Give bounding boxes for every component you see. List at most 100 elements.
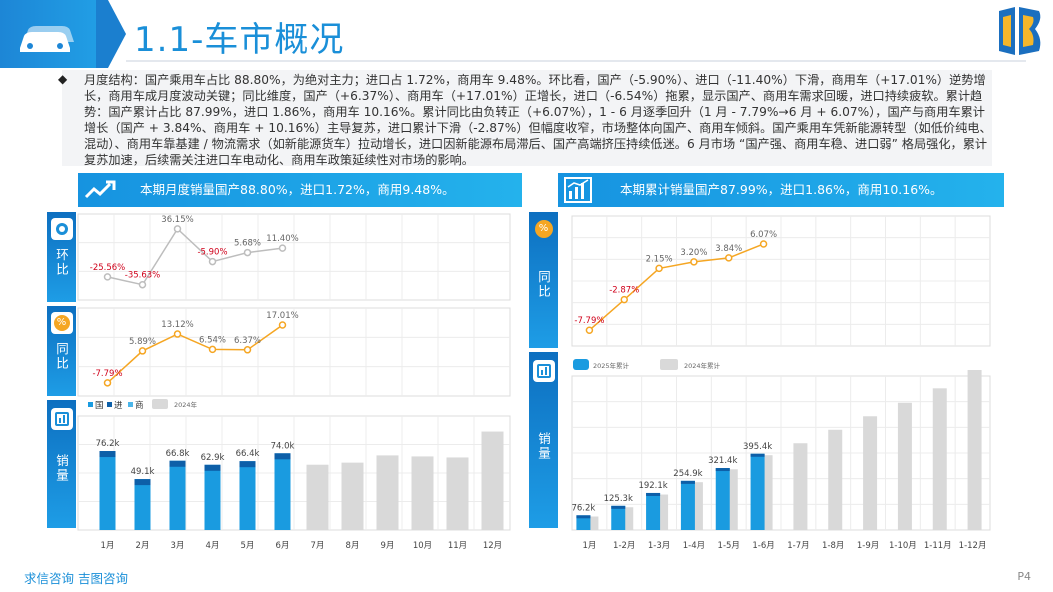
yoy-data-label: -7.79% bbox=[92, 369, 122, 379]
legend-label: 2025年累计 bbox=[593, 361, 630, 370]
bar-2025-import bbox=[204, 464, 221, 471]
title-divider bbox=[126, 60, 1026, 62]
x-tick-label: 6月 bbox=[276, 541, 290, 551]
bar-2025 bbox=[204, 464, 221, 530]
left-banner-text: 本期月度销量国产88.80%，进口1.72%，商用9.48%。 bbox=[140, 182, 455, 197]
x-tick-label: 1-5月 bbox=[718, 541, 740, 551]
mom-point bbox=[103, 273, 112, 281]
legend-swatch bbox=[573, 359, 589, 370]
bar-2025-cum-top bbox=[680, 480, 695, 484]
mom-data-label: -25.56% bbox=[90, 263, 125, 273]
x-tick-label: 1月 bbox=[582, 541, 596, 551]
cum-yoy-data-label: 3.84% bbox=[715, 244, 742, 254]
left-banner: 本期月度销量国产88.80%，进口1.72%，商用9.48%。 bbox=[78, 173, 522, 207]
cum-yoy-point bbox=[620, 295, 628, 304]
cum-yoy-point bbox=[725, 254, 733, 262]
right-banner-text: 本期累计销量国产87.99%，进口1.86%，商用10.16%。 bbox=[620, 182, 943, 197]
x-tick-label: 11月 bbox=[448, 541, 467, 551]
mom-data-label: -5.90% bbox=[197, 248, 227, 258]
x-tick-label: 1-10月 bbox=[889, 541, 917, 551]
x-tick-label: 9月 bbox=[381, 541, 395, 551]
bar-2025 bbox=[274, 453, 291, 530]
bar-2025 bbox=[239, 461, 256, 530]
x-tick-label: 1-11月 bbox=[924, 541, 952, 551]
cum-yoy-point bbox=[759, 240, 768, 248]
legend-swatch bbox=[88, 402, 93, 407]
bar-2025-import bbox=[239, 461, 256, 468]
yoy-point bbox=[103, 379, 112, 387]
mom-data-label: 11.40% bbox=[266, 234, 298, 244]
report-icon bbox=[532, 360, 555, 382]
x-tick-label: 4月 bbox=[206, 541, 220, 551]
bar-2025-cum-top bbox=[646, 492, 661, 496]
bar-2024-cum bbox=[932, 388, 947, 530]
cum-yoy-data-label: 3.20% bbox=[680, 248, 707, 258]
x-tick-label: 1月 bbox=[101, 541, 115, 551]
bar-2025-cum bbox=[715, 468, 730, 530]
tab-sales: 销量 bbox=[47, 400, 76, 528]
summary-box bbox=[62, 70, 992, 166]
x-tick-label: 1-3月 bbox=[648, 541, 670, 551]
page-title: 1.1-车市概况 bbox=[134, 20, 345, 60]
bar-data-label: 76.2k bbox=[571, 503, 595, 513]
x-tick-label: 10月 bbox=[413, 541, 432, 551]
bar-2025-cum-top bbox=[611, 505, 626, 509]
tab-mom-label: 环比 bbox=[54, 248, 69, 277]
trend-icon bbox=[84, 180, 116, 199]
tab-cum-sales-label: 销量 bbox=[536, 432, 551, 461]
mom-line bbox=[107, 227, 283, 286]
legend-swatch bbox=[152, 399, 168, 409]
legend-swatch bbox=[107, 402, 112, 407]
bar-2025-cum bbox=[646, 492, 661, 530]
bar-2024 bbox=[481, 431, 504, 530]
car-icon bbox=[20, 26, 74, 52]
legend-label: 进 bbox=[114, 401, 123, 411]
legend-swatch bbox=[128, 402, 133, 407]
tab-cum-yoy-label: 同比 bbox=[536, 270, 551, 299]
x-tick-label: 1-9月 bbox=[857, 541, 879, 551]
bar-data-label: 66.8k bbox=[166, 449, 190, 459]
bar-2025-cum-top bbox=[750, 453, 765, 457]
bar-2025-cum bbox=[680, 480, 695, 530]
legend-label: 2024年 bbox=[174, 400, 198, 409]
mom-data-label: -35.63% bbox=[125, 271, 160, 281]
bar-2025-cum bbox=[750, 453, 765, 530]
cum-yoy-line bbox=[588, 243, 764, 331]
yoy-data-label: 6.54% bbox=[199, 335, 226, 345]
x-tick-label: 1-2月 bbox=[613, 541, 635, 551]
bar-2025-cum-top bbox=[715, 468, 730, 472]
mom-point bbox=[208, 257, 217, 266]
page-number: P4 bbox=[1017, 570, 1031, 583]
bar-2025 bbox=[134, 479, 151, 530]
bar-2024 bbox=[411, 456, 434, 530]
legend-label: 国 bbox=[95, 401, 104, 411]
x-tick-label: 8月 bbox=[346, 541, 360, 551]
cum-yoy-point bbox=[655, 264, 663, 273]
bar-data-label: 321.4k bbox=[708, 456, 737, 466]
bar-2025 bbox=[169, 460, 186, 530]
bar-2025-cum bbox=[576, 515, 591, 530]
yoy-point bbox=[243, 346, 252, 354]
brand-logo bbox=[999, 7, 1041, 55]
cum-yoy-data-label: -7.79% bbox=[574, 316, 604, 326]
footer-brand[interactable]: 求信咨询 吉图咨询 bbox=[24, 571, 128, 586]
cum-yoy-data-label: 6.07% bbox=[750, 230, 777, 240]
yoy-point bbox=[208, 345, 217, 354]
tab-cum-yoy: % 同比 bbox=[529, 212, 558, 348]
bar-chart-icon bbox=[564, 177, 592, 203]
bar-2024-cum bbox=[828, 429, 843, 530]
right-banner: 本期累计销量国产87.99%，进口1.86%，商用10.16%。 bbox=[558, 173, 1004, 207]
bar-2025-cum-top bbox=[576, 515, 591, 519]
bar-2025-import bbox=[274, 453, 291, 460]
yoy-data-label: 5.89% bbox=[129, 337, 156, 347]
bar-2024 bbox=[306, 464, 329, 530]
x-tick-label: 1-6月 bbox=[752, 541, 774, 551]
bar-data-label: 66.4k bbox=[236, 449, 260, 459]
yoy-data-label: 13.12% bbox=[161, 320, 193, 330]
cum-yoy-point bbox=[585, 326, 594, 334]
bar-2024-cum bbox=[897, 402, 912, 530]
bar-2024-cum bbox=[863, 416, 878, 530]
yoy-data-label: 6.37% bbox=[234, 336, 261, 346]
bar-data-label: 62.9k bbox=[201, 453, 225, 463]
x-tick-label: 1-7月 bbox=[787, 541, 809, 551]
